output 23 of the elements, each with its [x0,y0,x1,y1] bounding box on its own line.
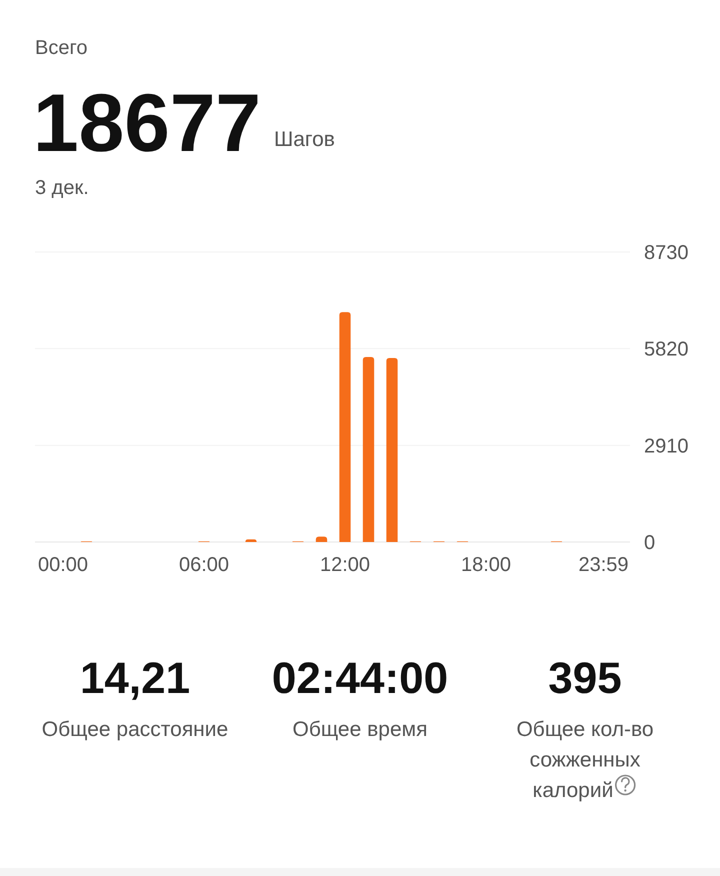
bar [339,312,351,542]
text: Шагов [274,128,335,151]
x-tick-label: 12:00 [320,554,370,576]
bar [386,358,398,542]
y-tick-label: 0 [644,532,656,554]
chart-title: Всего [35,37,88,59]
text: 395 [548,654,622,703]
bar [316,536,328,542]
x-tick-label: 06:00 [178,554,230,576]
x-tick-label: 23:59 [578,554,629,576]
y-tick-label: 2910 [644,435,688,458]
text: 02:44:00 [272,654,448,703]
bar [362,356,374,542]
chart-subtitle: 3 дек. [35,177,89,199]
x-tick-label: 00:00 [38,554,88,576]
y-tick-label: 5820 [644,338,688,361]
text: Общее время [292,718,428,741]
text: 14,21 [80,654,190,703]
text: 18677 [33,78,262,169]
x-tick-label: 18:00 [460,554,512,576]
y-tick-label: 8730 [644,242,688,264]
text: Общее кол-во сожженных калорий [516,718,654,802]
text: Общее расстояние [42,718,228,741]
